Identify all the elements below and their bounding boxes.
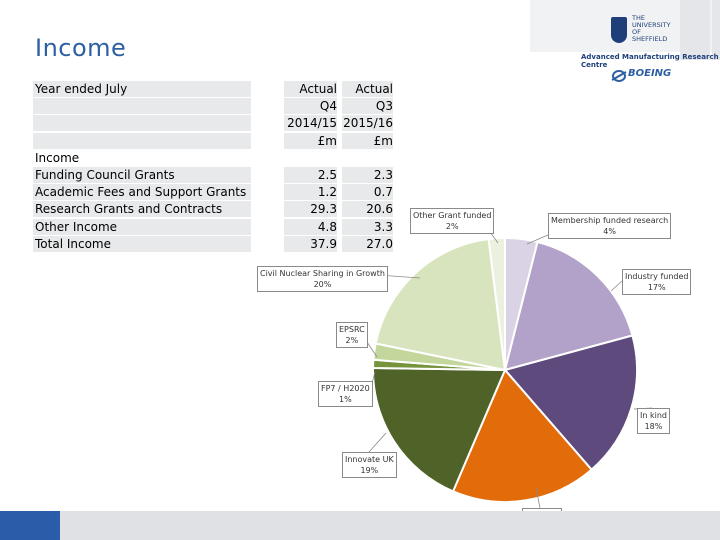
empty-cell	[33, 132, 251, 149]
pie-label-value: 20%	[313, 280, 332, 289]
pie-label: Innovate UK 19%	[342, 452, 397, 478]
col2-header-line4: £m	[342, 132, 393, 149]
row-value-q4: 2.5	[284, 166, 337, 183]
footer-accent	[0, 511, 60, 540]
row-value-q3: 20.6	[342, 201, 393, 218]
year-ended-label: Year ended July	[33, 81, 251, 97]
table-header-row: £m £m	[33, 132, 393, 150]
empty-cell	[33, 98, 251, 115]
table-row: Funding Council Grants 2.5 2.3	[33, 166, 393, 184]
university-logo-text: THE UNIVERSITY OF SHEFFIELD	[632, 14, 671, 43]
header-stripe	[680, 0, 710, 60]
col1-header-line2: Q4	[284, 98, 337, 115]
table-row: Research Grants and Contracts 29.3 20.6	[33, 201, 393, 218]
pie-label-value: 18%	[644, 422, 663, 431]
pie-label-name: Civil Nuclear Sharing in Growth	[260, 269, 385, 278]
col1-header-line4: £m	[284, 132, 337, 149]
pie-label-name: Innovate UK	[345, 455, 394, 464]
pie-label-name: Other Grant funded	[413, 211, 492, 220]
col2-header-line1: Actual	[342, 81, 393, 97]
row-label: Other Income	[33, 218, 251, 235]
table-row: Academic Fees and Support Grants 1.2 0.7	[33, 184, 393, 201]
pie-leader-line	[535, 487, 541, 509]
row-label: Funding Council Grants	[33, 166, 251, 183]
row-value-q4: 1.2	[284, 184, 337, 201]
col2-header-line2: Q3	[342, 98, 393, 115]
pie-label-name: In kind	[640, 411, 667, 420]
university-logo: THE UNIVERSITY OF SHEFFIELD	[611, 15, 673, 49]
table-header-row: 2014/15 2015/16	[33, 115, 393, 132]
col1-header-line1: Actual	[284, 81, 337, 97]
row-value-q4: 37.9	[284, 235, 337, 252]
pie-label: Civil Nuclear Sharing in Growth 20%	[257, 266, 388, 292]
pie-slice	[372, 366, 507, 493]
pie-slice	[374, 237, 507, 372]
row-label: Academic Fees and Support Grants	[33, 184, 251, 201]
row-label: Total Income	[33, 235, 251, 252]
pie-slice	[503, 240, 634, 372]
pie-slice	[503, 334, 638, 472]
pie-label: Industry funded 17%	[622, 269, 692, 295]
pie-label-value: 19%	[360, 466, 379, 475]
pie-slices	[372, 236, 638, 503]
pie-label-name: EPSRC	[339, 325, 365, 334]
pie-leader-line	[610, 280, 623, 292]
row-value-q3: 3.3	[342, 218, 393, 235]
pie-leader-line	[368, 432, 387, 453]
footer-bar	[0, 511, 720, 540]
boeing-symbol-icon	[611, 70, 627, 82]
pie-label-value: 2%	[445, 222, 459, 231]
row-value-q4: 29.3	[284, 201, 337, 218]
table-row: Other Income 4.8 3.3	[33, 218, 393, 236]
pie-label: EPSRC 2%	[336, 322, 368, 348]
pie-label-value: 2%	[345, 336, 359, 345]
row-label: Research Grants and Contracts	[33, 201, 251, 218]
pie-label: In kind 18%	[637, 408, 670, 434]
crest-icon	[611, 17, 627, 43]
amrc-logo-text: Advanced Manufacturing Research Centre	[581, 53, 719, 69]
pie-label-name: Industry funded	[625, 272, 689, 281]
pie-slice	[451, 368, 593, 503]
pie-label-name: FP7 / H2020	[321, 384, 370, 393]
table-section-row: Income	[33, 150, 360, 167]
pie-label-name: Membership funded research	[551, 216, 669, 225]
row-value-q3: 2.3	[342, 166, 393, 183]
empty-cell	[33, 115, 251, 132]
pie-label-value: 4%	[603, 227, 616, 236]
pie-label: Membership funded research 4%	[548, 213, 672, 239]
table-row: Total Income 37.9 27.0	[33, 235, 393, 253]
table-header-row: Year ended July Actual Actual	[33, 81, 393, 98]
pie-label-value: 17%	[647, 283, 666, 292]
pie-leader-line	[526, 234, 549, 245]
pie-slice	[487, 236, 506, 371]
col2-header-line3: 2015/16	[342, 115, 393, 132]
page-title: Income	[35, 34, 127, 62]
col1-header-line3: 2014/15	[284, 115, 337, 132]
income-table: Year ended July Actual Actual Q4 Q3 2014…	[33, 81, 393, 253]
row-value-q3: 27.0	[342, 235, 393, 252]
header-stripe-right	[712, 0, 720, 60]
pie-label: FP7 / H2020 1%	[318, 381, 373, 407]
row-value-q4: 4.8	[284, 218, 337, 235]
pie-label-value: 1%	[338, 395, 352, 404]
table-header-row: Q4 Q3	[33, 98, 393, 115]
section-label: Income	[35, 150, 80, 165]
pie-label: Other Grant funded 2%	[410, 208, 495, 234]
boeing-logo: BOEING	[611, 68, 673, 82]
boeing-logo-text: BOEING	[628, 68, 672, 79]
row-value-q3: 0.7	[342, 184, 393, 201]
